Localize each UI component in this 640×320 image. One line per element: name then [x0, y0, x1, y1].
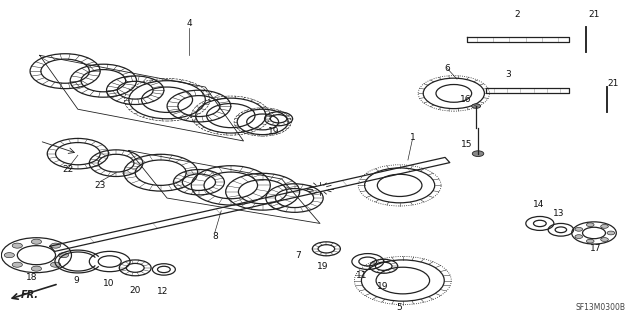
Text: SF13M0300B: SF13M0300B	[576, 303, 626, 312]
Circle shape	[12, 262, 22, 267]
Text: 20: 20	[129, 285, 141, 295]
Circle shape	[601, 225, 609, 228]
Text: 4: 4	[186, 19, 192, 28]
Circle shape	[58, 252, 68, 258]
Text: 19: 19	[377, 282, 388, 292]
Text: 13: 13	[553, 209, 564, 219]
Text: 23: 23	[95, 181, 106, 190]
Circle shape	[575, 228, 582, 231]
Circle shape	[31, 239, 42, 244]
Circle shape	[607, 231, 614, 235]
Text: 21: 21	[607, 79, 619, 88]
Text: 10: 10	[102, 279, 114, 288]
Circle shape	[51, 243, 61, 248]
Text: 9: 9	[74, 276, 79, 285]
Text: 16: 16	[460, 95, 471, 104]
Circle shape	[472, 104, 481, 108]
Text: 17: 17	[589, 244, 601, 253]
Text: 21: 21	[588, 10, 600, 19]
Text: 19: 19	[268, 127, 279, 136]
Text: 12: 12	[157, 287, 168, 296]
Circle shape	[12, 243, 22, 248]
Text: 3: 3	[505, 70, 511, 79]
Text: 5: 5	[397, 303, 403, 312]
Text: 22: 22	[63, 165, 74, 174]
Text: 8: 8	[212, 232, 218, 241]
Text: FR.: FR.	[21, 290, 39, 300]
Text: 7: 7	[295, 251, 301, 260]
Circle shape	[4, 252, 15, 258]
Circle shape	[51, 262, 61, 267]
Text: 11: 11	[356, 271, 367, 280]
Circle shape	[472, 151, 484, 156]
Text: 15: 15	[461, 140, 472, 148]
Circle shape	[31, 266, 42, 271]
Text: 14: 14	[533, 200, 544, 209]
Text: 18: 18	[26, 273, 38, 282]
Text: 1: 1	[410, 133, 415, 142]
Circle shape	[586, 239, 594, 243]
Text: 2: 2	[515, 10, 520, 19]
Circle shape	[601, 238, 609, 241]
Circle shape	[586, 223, 594, 227]
Circle shape	[575, 235, 582, 238]
Text: 6: 6	[445, 63, 451, 73]
Text: 19: 19	[317, 262, 329, 271]
